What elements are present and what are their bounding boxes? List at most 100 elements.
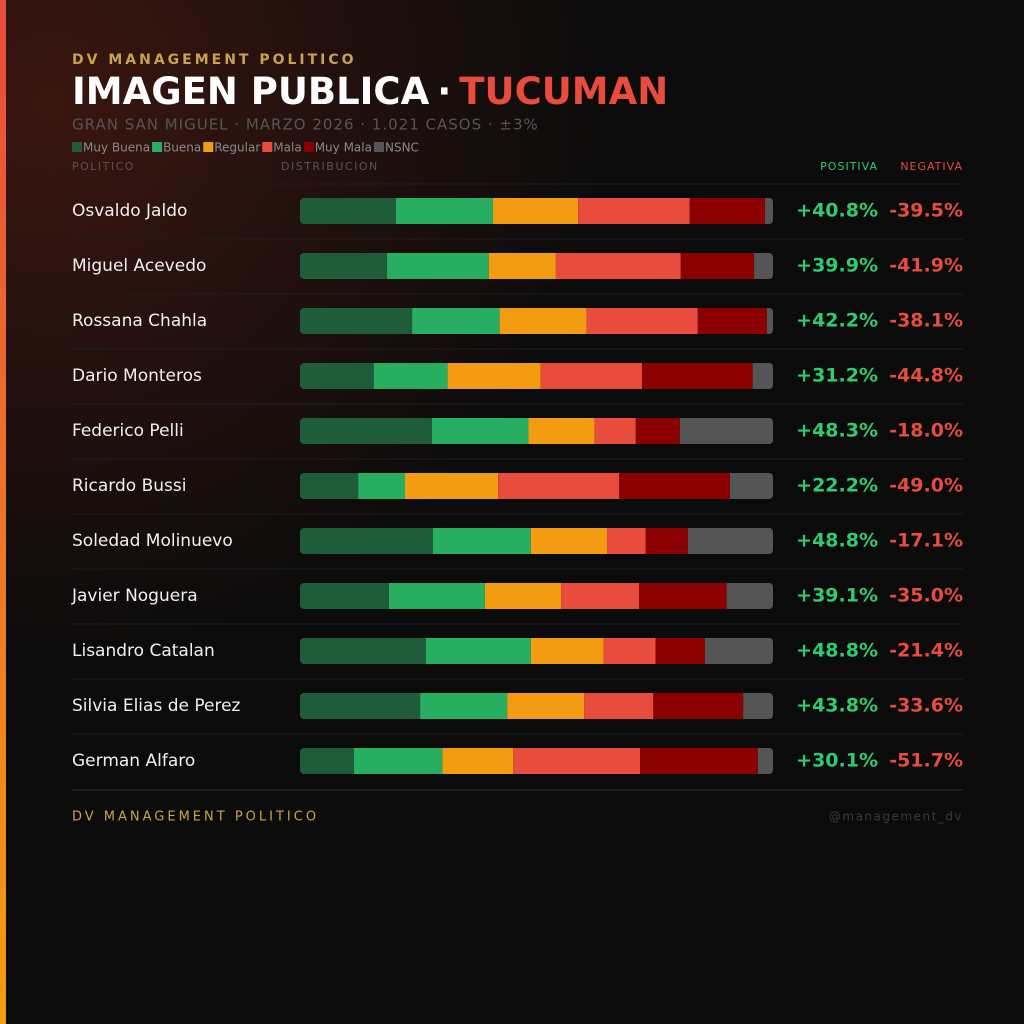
politician-name: Miguel Acevedo (72, 256, 206, 276)
politician-name: Ricardo Bussi (72, 476, 186, 496)
bar-segment (513, 748, 641, 774)
bar-segment (640, 748, 758, 774)
positive-value: +42.2% (796, 310, 878, 332)
bar-segment (507, 693, 585, 719)
bar-segment (300, 308, 413, 334)
bar-segment (653, 693, 744, 719)
bar-segment (300, 473, 359, 499)
rows: Osvaldo Jaldo +40.8% -39.5% Miguel Acevedo +… (71, 183, 963, 774)
legend-label: Buena (163, 141, 201, 155)
bar-segment (405, 473, 499, 499)
column-label: NEGATIVA (900, 160, 963, 173)
legend-swatch (72, 142, 82, 152)
bar-segment (680, 253, 755, 279)
legend-swatch (203, 142, 214, 152)
bar-segment (300, 528, 433, 554)
positive-value: +48.8% (796, 530, 878, 552)
politician-name: German Alfaro (72, 751, 195, 771)
bar-segment (432, 528, 531, 554)
column-label: POSITIVA (820, 160, 878, 173)
accent-edge (0, 0, 6, 1024)
bar-segment (388, 583, 485, 609)
bar-segment (442, 748, 514, 774)
bar-segment (492, 198, 579, 224)
bar-segment (726, 583, 773, 609)
bar-segment (353, 748, 443, 774)
bar-group (300, 308, 773, 334)
bar-group (300, 363, 773, 389)
positive-value: +39.9% (796, 255, 878, 277)
bar-segment (300, 198, 397, 224)
bar-segment (754, 253, 773, 279)
positive-value: +40.8% (796, 200, 878, 222)
subtitle: GRAN SAN MIGUEL · MARZO 2026 · 1.021 CAS… (72, 116, 539, 134)
bar-segment (300, 418, 432, 444)
bar-segment (639, 583, 727, 609)
bar-segment (498, 473, 620, 499)
bar-segment (689, 198, 765, 224)
bar-group (300, 198, 773, 224)
bar-group (300, 528, 773, 554)
negative-value: -35.0% (889, 585, 963, 607)
title: IMAGEN PUBLICA · TUCUMAN (72, 70, 668, 113)
bar-segment (300, 748, 354, 774)
bar-segment (412, 308, 500, 334)
bar-segment (766, 308, 773, 334)
bar-segment (528, 418, 595, 444)
bar-segment (606, 528, 646, 554)
bar-group (300, 693, 773, 719)
negative-value: -33.6% (889, 695, 963, 717)
bar-segment (540, 363, 642, 389)
bar-segment (396, 198, 493, 224)
legend: Muy Buena Buena Regular Mala Muy Mala NSNC (72, 141, 419, 155)
politician-name: Osvaldo Jaldo (72, 201, 187, 221)
bar-segment (561, 583, 640, 609)
title-separator: · (437, 70, 451, 113)
negative-value: -21.4% (889, 640, 963, 662)
bar-segment (743, 693, 773, 719)
legend-swatch (303, 142, 314, 152)
bar-segment (757, 748, 773, 774)
bar-segment (488, 253, 556, 279)
footer-brand: DV MANAGEMENT POLITICO (72, 810, 319, 825)
bar-segment (447, 363, 541, 389)
politician-name: Federico Pelli (72, 421, 184, 441)
positive-value: +48.8% (796, 640, 878, 662)
positive-value: +31.2% (796, 365, 878, 387)
bar-segment (499, 308, 587, 334)
legend-label: Regular (214, 141, 260, 155)
legend-swatch (152, 142, 163, 152)
bar-segment (603, 638, 656, 664)
bar-group (300, 638, 773, 664)
positive-value: +48.3% (796, 420, 878, 442)
bar-segment (697, 308, 767, 334)
politician-name: Rossana Chahla (72, 311, 207, 331)
bar-segment (752, 363, 773, 389)
politician-name: Soledad Molinuevo (72, 531, 233, 551)
politician-name: Javier Noguera (71, 586, 198, 606)
bar-group (300, 418, 773, 444)
bar-segment (594, 418, 636, 444)
bar-segment (373, 363, 448, 389)
bar-group (300, 473, 773, 499)
bar-segment (645, 528, 688, 554)
bar-segment (619, 473, 730, 499)
bar-segment (300, 638, 426, 664)
bar-segment (420, 693, 508, 719)
title-highlight: TUCUMAN (459, 70, 668, 113)
bar-segment (729, 473, 773, 499)
negative-value: -17.1% (889, 530, 963, 552)
brand: DV MANAGEMENT POLITICO (72, 52, 357, 68)
bar-segment (387, 253, 489, 279)
negative-value: -39.5% (889, 200, 963, 222)
bar-segment (578, 198, 690, 224)
negative-value: -44.8% (889, 365, 963, 387)
bar-group (300, 253, 773, 279)
title-main: IMAGEN PUBLICA (72, 70, 430, 113)
bar-segment (555, 253, 681, 279)
bar-segment (655, 638, 705, 664)
bar-segment (431, 418, 529, 444)
negative-value: -49.0% (889, 475, 963, 497)
positive-value: +22.2% (796, 475, 878, 497)
